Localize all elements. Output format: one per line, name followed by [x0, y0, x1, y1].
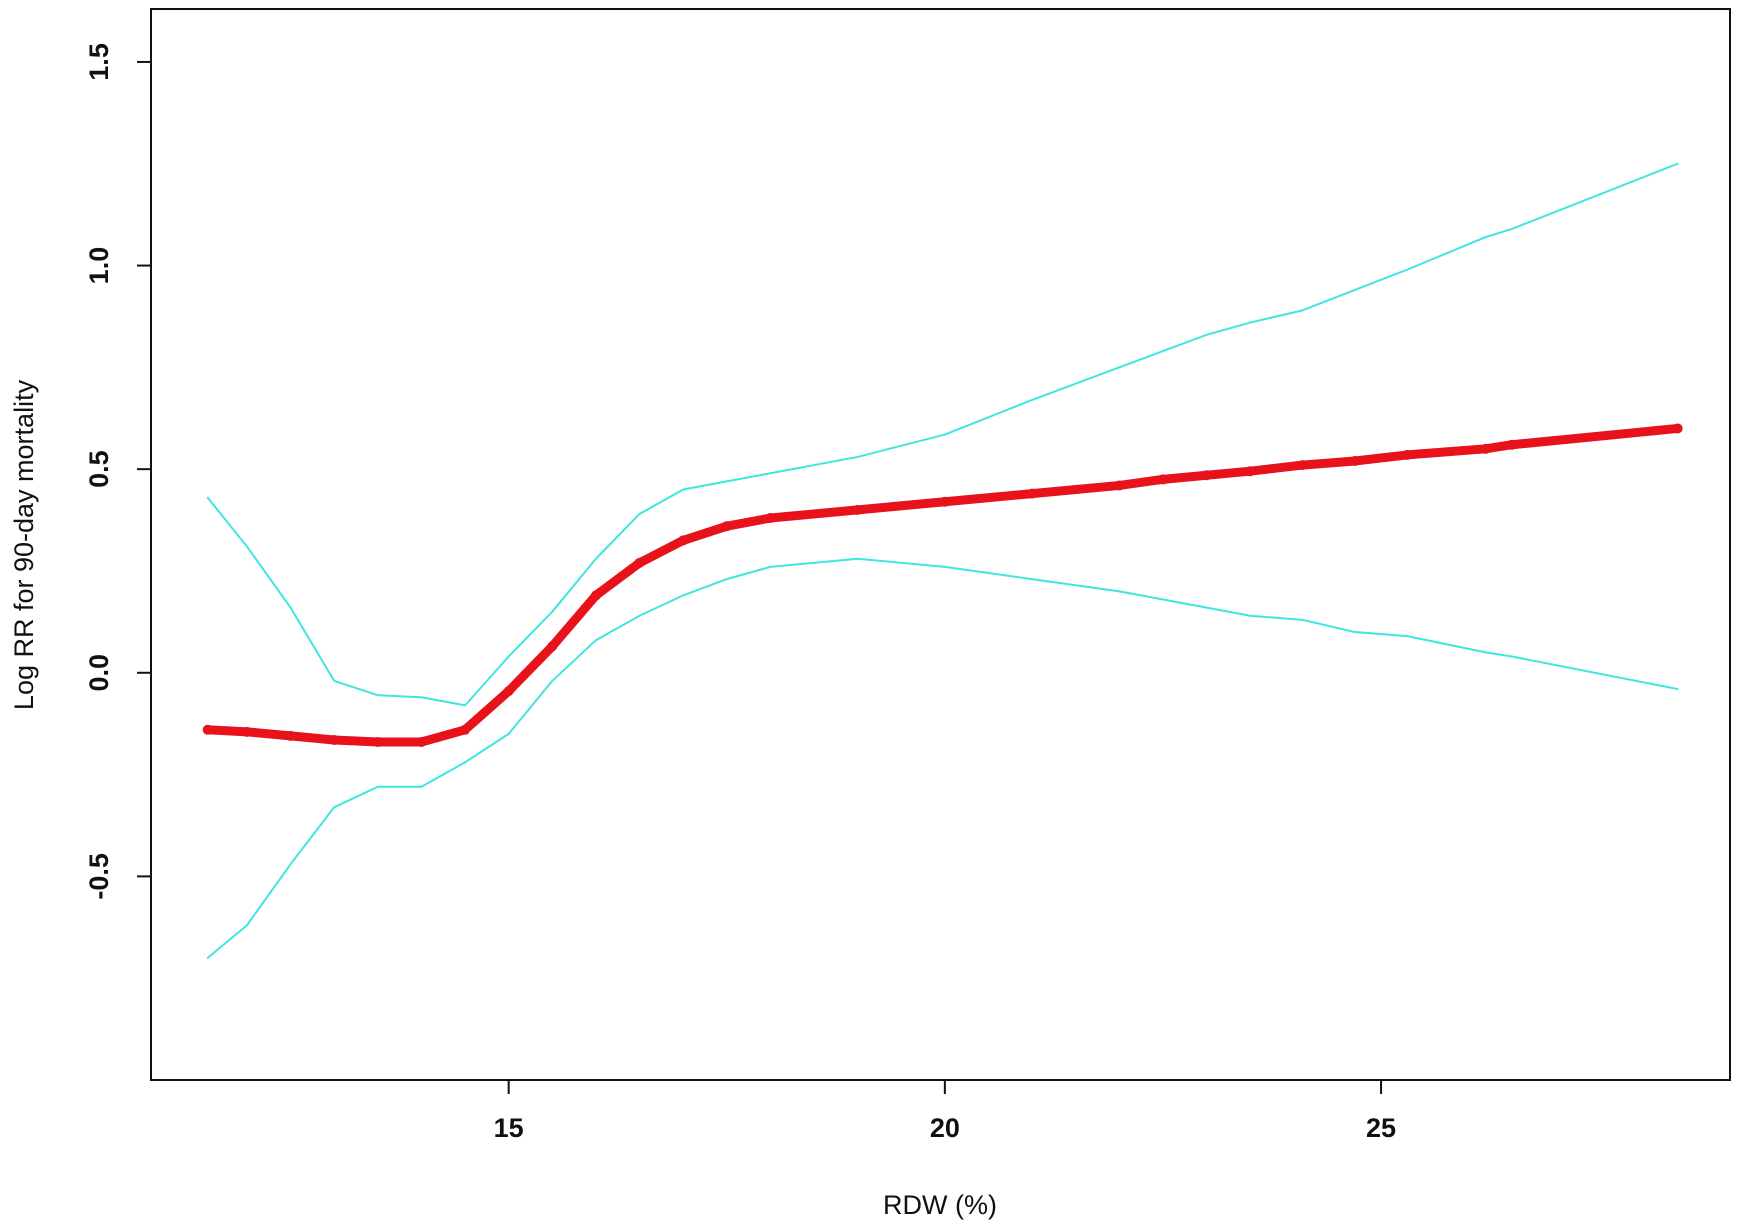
- y-tick-label: 0.5: [84, 450, 114, 488]
- point: [1402, 449, 1413, 460]
- y-tick-label: 0.0: [84, 654, 114, 692]
- point: [634, 557, 645, 568]
- curve: [206, 162, 1679, 707]
- x-tick-label: 15: [494, 1113, 524, 1143]
- point: [1201, 470, 1212, 481]
- point: [1157, 474, 1168, 485]
- point: [202, 724, 213, 735]
- curve: [203, 423, 1683, 747]
- point: [460, 724, 471, 735]
- y-tick-label: -0.5: [84, 853, 114, 900]
- point: [939, 496, 950, 507]
- point: [1480, 443, 1491, 454]
- point: [241, 726, 252, 737]
- point: [590, 590, 601, 601]
- point: [1245, 466, 1256, 477]
- point: [852, 504, 863, 515]
- curve: [206, 557, 1679, 959]
- point: [416, 737, 427, 748]
- x-tick-label: 25: [1366, 1113, 1396, 1143]
- point: [765, 513, 776, 524]
- point: [1297, 460, 1308, 471]
- point: [678, 535, 689, 546]
- y-axis-title: Log RR for 90-day mortality: [9, 379, 39, 710]
- point: [547, 641, 558, 652]
- y-tick-label: 1.5: [84, 43, 114, 81]
- y-tick-label: 1.0: [84, 247, 114, 285]
- point: [503, 686, 514, 697]
- point: [372, 737, 383, 748]
- point: [329, 734, 340, 745]
- point: [1349, 456, 1360, 467]
- point: [1672, 423, 1683, 434]
- point: [721, 521, 732, 532]
- point: [1506, 439, 1517, 450]
- plot-frame: [150, 8, 1731, 1081]
- point: [1114, 480, 1125, 491]
- x-tick-label: 20: [930, 1113, 960, 1143]
- point: [1027, 488, 1038, 499]
- point: [285, 730, 296, 741]
- x-axis-title: RDW (%): [883, 1190, 997, 1220]
